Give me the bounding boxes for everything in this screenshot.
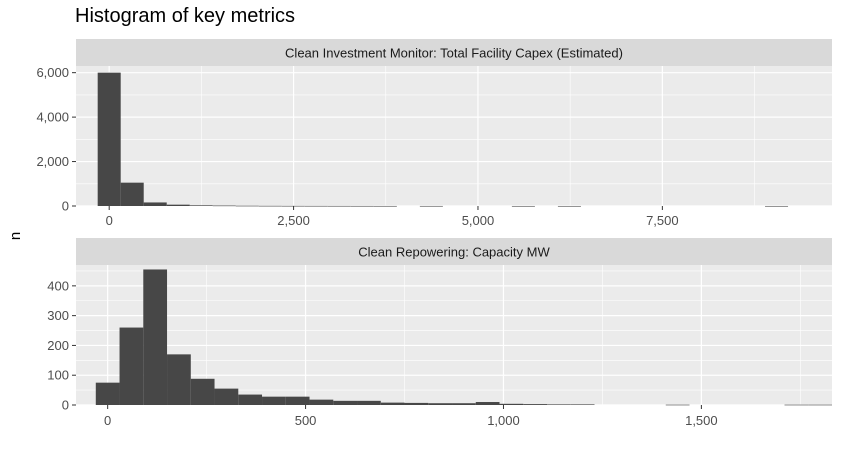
histogram-bar <box>475 402 500 405</box>
x-tick-label: 7,500 <box>646 213 679 228</box>
y-tick-label: 6,000 <box>36 65 69 80</box>
y-tick-label: 0 <box>62 398 69 413</box>
histogram-bar <box>143 269 168 405</box>
histogram-bar <box>190 378 215 405</box>
histogram-bar <box>808 404 832 406</box>
histogram-bar <box>452 403 476 405</box>
histogram-bar <box>327 205 351 207</box>
histogram-bar <box>333 400 358 405</box>
histogram-bar <box>765 205 789 207</box>
y-tick-label: 2,000 <box>36 154 69 169</box>
panel-background-1 <box>76 66 832 206</box>
x-tick-label: 0 <box>106 213 113 228</box>
histogram-bar <box>262 396 286 405</box>
histogram-bar <box>95 382 120 405</box>
histogram-bar <box>499 403 524 405</box>
facet-strip-label-1: Clean Investment Monitor: Total Facility… <box>285 46 623 61</box>
facet-strip-2 <box>76 238 832 265</box>
histogram-bar <box>357 400 381 405</box>
y-tick-label: 300 <box>47 308 69 323</box>
histogram-bar <box>120 182 144 206</box>
facet-strip-1 <box>76 39 832 66</box>
histogram-bar <box>665 404 690 406</box>
histogram-bar <box>143 202 167 206</box>
y-tick-label: 100 <box>47 368 69 383</box>
histogram-bar <box>166 204 190 206</box>
histogram-bar <box>419 205 443 207</box>
histogram-bar <box>214 388 239 405</box>
y-tick-label: 400 <box>47 278 69 293</box>
y-tick-label: 200 <box>47 338 69 353</box>
histogram-bar <box>238 394 263 405</box>
y-tick-label: 0 <box>62 199 69 214</box>
histogram-bar <box>304 205 328 207</box>
x-tick-label: 1,500 <box>685 413 718 428</box>
x-tick-label: 0 <box>104 413 111 428</box>
histogram-bar <box>373 205 397 207</box>
histogram-bar <box>570 404 595 406</box>
facet-strip-label-2: Clean Repowering: Capacity MW <box>358 245 550 260</box>
x-tick-label: 1,000 <box>487 413 520 428</box>
histogram-bar <box>258 205 282 207</box>
histogram-bar <box>784 404 809 406</box>
y-axis-label: n <box>7 232 24 240</box>
histogram-bar <box>309 399 334 405</box>
histogram-bar <box>119 327 144 405</box>
histogram-bar <box>380 402 405 405</box>
histogram-bar <box>350 205 374 207</box>
chart-title: Histogram of key metrics <box>75 5 296 27</box>
x-tick-label: 5,000 <box>462 213 495 228</box>
histogram-bar <box>167 354 191 405</box>
histogram-bar <box>189 205 213 206</box>
histogram-bar <box>97 72 121 207</box>
histogram-bar <box>428 403 453 405</box>
histogram-bar <box>404 402 429 405</box>
x-tick-label: 500 <box>295 413 317 428</box>
histogram-bar <box>285 396 310 405</box>
histogram-bar <box>235 205 259 207</box>
histogram-bar <box>547 404 571 406</box>
histogram-bar <box>511 205 535 207</box>
histogram-bar <box>212 205 236 207</box>
histogram-bar <box>557 205 581 207</box>
histogram-bar <box>523 404 548 405</box>
y-tick-label: 4,000 <box>36 110 69 125</box>
x-tick-label: 2,500 <box>277 213 310 228</box>
